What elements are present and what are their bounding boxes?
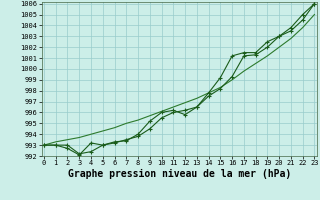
X-axis label: Graphe pression niveau de la mer (hPa): Graphe pression niveau de la mer (hPa): [68, 169, 291, 179]
